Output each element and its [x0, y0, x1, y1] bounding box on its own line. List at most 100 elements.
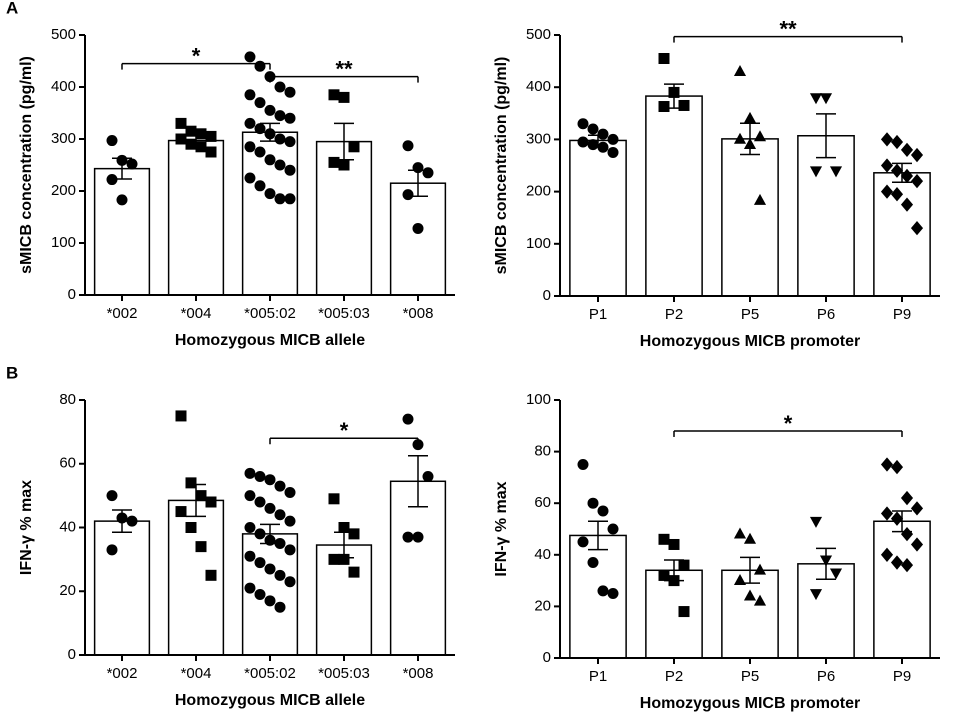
data-point: [753, 594, 767, 606]
y-tick-label: 80: [59, 391, 76, 408]
x-tick-label: *002: [107, 305, 138, 322]
data-point: [328, 156, 340, 168]
data-point: [890, 459, 904, 475]
data-point: [597, 141, 609, 153]
x-tick-label: P6: [817, 668, 835, 685]
data-point: [658, 52, 670, 64]
y-axis-label: IFN-γ % max: [18, 480, 35, 575]
error-bar: [740, 556, 760, 584]
data-point: [195, 490, 207, 502]
data-point: [254, 496, 266, 508]
bar: [797, 134, 855, 297]
data-point: [274, 601, 286, 613]
data-point: [809, 516, 823, 528]
data-point: [753, 130, 767, 142]
data-point: [106, 490, 118, 502]
y-tick-label: 20: [534, 597, 551, 614]
data-point: [910, 147, 924, 163]
x-tick-label: *005:02: [244, 305, 296, 322]
data-point: [819, 93, 833, 105]
data-point: [244, 550, 256, 562]
error-bar: [334, 531, 354, 559]
significance-label: *: [340, 418, 349, 443]
data-point: [348, 566, 360, 578]
significance-bracket: [673, 35, 903, 43]
data-point: [880, 184, 894, 199]
data-point: [284, 576, 296, 588]
data-point: [264, 502, 276, 514]
data-point: [733, 64, 747, 76]
x-tick-label: P1: [589, 668, 607, 685]
data-point: [900, 557, 914, 573]
data-point: [348, 528, 360, 540]
data-point: [185, 138, 197, 150]
data-point: [254, 588, 266, 600]
data-point: [829, 568, 843, 580]
error-bar: [334, 122, 354, 161]
data-point: [880, 132, 894, 147]
x-tick-label: *005:03: [318, 665, 370, 682]
data-point: [328, 493, 340, 505]
data-point: [264, 154, 276, 166]
data-point: [890, 511, 904, 526]
data-point: [254, 146, 266, 158]
data-point: [890, 163, 904, 178]
x-tick-label: *004: [181, 665, 212, 682]
data-point: [900, 197, 914, 212]
data-point: [244, 467, 256, 479]
data-point: [284, 164, 296, 176]
x-axis-label: Homozygous MICB promoter: [640, 333, 860, 350]
x-tick-label: *005:02: [244, 665, 296, 682]
data-point: [338, 553, 350, 565]
data-point: [205, 569, 217, 581]
bar: [721, 138, 779, 297]
bar: [389, 182, 447, 296]
data-point: [422, 167, 434, 179]
x-axis-label: Homozygous MICB promoter: [640, 695, 860, 712]
y-tick-label: 100: [526, 235, 551, 252]
y-tick-label: 500: [51, 26, 76, 43]
error-bar: [260, 523, 280, 545]
y-tick-label: 0: [543, 287, 551, 304]
data-point: [809, 93, 823, 105]
y-tick-label: 0: [543, 649, 551, 666]
error-bar: [408, 455, 428, 508]
data-point: [254, 60, 266, 72]
data-point: [284, 544, 296, 556]
error-bar: [816, 547, 836, 581]
data-point: [328, 89, 340, 101]
data-point: [597, 505, 609, 517]
data-point: [733, 132, 747, 144]
data-point: [607, 588, 619, 599]
y-tick-label: 400: [51, 78, 76, 95]
y-tick-label: 40: [59, 518, 76, 535]
y-tick-label: 300: [526, 130, 551, 147]
error-bar: [816, 113, 836, 159]
significance-bracket: [269, 75, 419, 83]
data-point: [205, 146, 217, 158]
bar: [797, 563, 855, 659]
significance-label: **: [779, 16, 797, 41]
data-point: [577, 136, 589, 148]
data-point: [254, 557, 266, 569]
panel-label: A: [6, 0, 18, 17]
data-point: [284, 112, 296, 124]
x-tick-label: P2: [665, 306, 683, 323]
x-axis-label: Homozygous MICB allele: [175, 332, 365, 349]
x-tick-label: P9: [893, 668, 911, 685]
data-point: [890, 134, 904, 150]
y-axis-label: sMICB concentration (pg/ml): [18, 56, 35, 274]
data-point: [195, 128, 207, 140]
data-point: [733, 527, 747, 539]
data-point: [402, 413, 414, 425]
data-point: [577, 459, 589, 470]
data-point: [402, 531, 414, 543]
y-tick-label: 500: [526, 26, 551, 43]
data-point: [244, 89, 256, 101]
bar: [167, 139, 225, 296]
error-bar: [664, 559, 684, 582]
data-point: [284, 515, 296, 527]
data-point: [900, 142, 914, 157]
y-tick-label: 0: [68, 646, 76, 663]
